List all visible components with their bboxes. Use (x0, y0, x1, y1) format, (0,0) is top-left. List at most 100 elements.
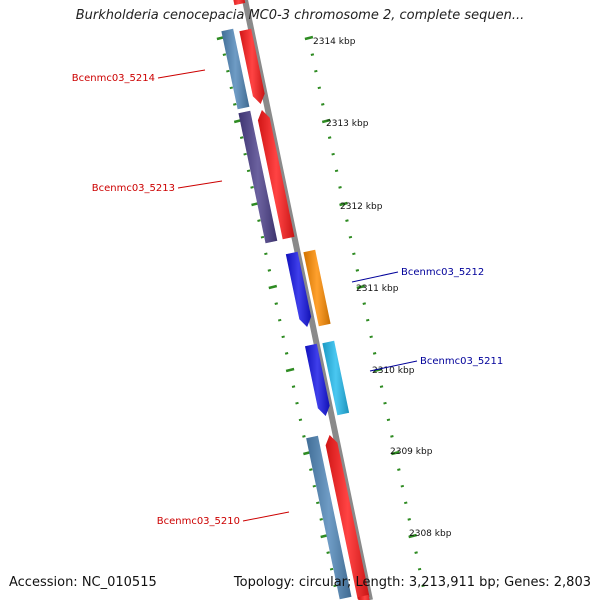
tick-mark-left (295, 401, 299, 405)
tick-mark-right (391, 450, 400, 456)
gene-5212-orange-shading (303, 249, 331, 327)
tick-mark-left (246, 169, 251, 173)
tick-mark-left (319, 518, 323, 521)
tick-mark-right (365, 318, 370, 322)
tick-mark-left (260, 235, 265, 239)
tick-mark-left (284, 352, 289, 355)
tick-mark-right (404, 501, 408, 505)
tick-mark-right (386, 418, 391, 422)
tick-mark-right (304, 35, 314, 41)
tick-mark-left (233, 103, 237, 106)
gene-label-leader (242, 511, 290, 522)
tick-mark-left (239, 136, 244, 139)
ruler-label: 2311 kbp (356, 284, 399, 294)
tick-mark-left (285, 367, 295, 373)
ruler-label: 2313 kbp (326, 119, 369, 129)
tick-mark-right (310, 53, 315, 56)
gene-label[interactable]: Bcenmc03_5214 (72, 73, 155, 84)
ruler-label: 2314 kbp (313, 37, 356, 47)
tick-mark-right (408, 533, 417, 539)
tick-mark-left (274, 302, 278, 305)
tick-mark-left (243, 152, 247, 156)
tick-marks (216, 35, 425, 588)
gene-label[interactable]: Bcenmc03_5210 (157, 516, 240, 527)
tick-mark-left (309, 468, 313, 471)
tick-mark-right (372, 352, 377, 355)
tick-mark-left (222, 53, 227, 56)
tick-mark-left (229, 86, 234, 90)
tick-mark-left (277, 318, 282, 322)
gene-5214-red-shading (239, 28, 265, 104)
tick-mark-right (414, 551, 418, 554)
gene-5213-purple-shading (238, 110, 278, 244)
tick-mark-left (326, 551, 330, 554)
ruler-label: 2312 kbp (340, 202, 383, 212)
ruler-label: 2309 kbp (390, 447, 433, 457)
tick-mark-left (268, 284, 278, 290)
tick-mark-right (407, 518, 411, 521)
tick-mark-right (338, 186, 342, 189)
tick-mark-right (321, 103, 325, 106)
tick-mark-right (321, 118, 331, 124)
tick-mark-right (400, 484, 405, 488)
tick-mark-right (417, 567, 422, 571)
gene-5211-blue-shading (305, 343, 330, 416)
gene-5210-red-shading (325, 435, 370, 600)
tick-mark-left (312, 484, 317, 488)
tick-mark-right (352, 252, 356, 256)
gene-5214-blue-shading (221, 28, 250, 110)
tick-mark-right (397, 468, 401, 471)
tick-mark-right (373, 367, 383, 373)
topology-text: Topology: circular; Length: 3,213,911 bp… (233, 575, 591, 590)
tick-mark-right (383, 401, 387, 405)
tick-mark-left (333, 584, 337, 588)
tick-mark-right (355, 269, 360, 272)
gene-5212-blue-shading (285, 251, 312, 327)
tick-mark-left (302, 435, 306, 438)
tick-mark-left (257, 219, 261, 222)
tick-mark-left (291, 385, 296, 388)
gene-label[interactable]: Bcenmc03_5213 (92, 183, 175, 194)
gene-features (221, 0, 370, 600)
tick-mark-left (226, 69, 230, 73)
tick-mark-right (317, 86, 322, 90)
tick-mark-right (314, 69, 318, 73)
cds-bottom-red-shading (357, 594, 370, 600)
gene-5211-cyan-shading (322, 340, 350, 416)
tick-mark-right (331, 152, 335, 156)
tick-mark-right (369, 335, 373, 339)
cds-top-red-shading (233, 0, 246, 6)
gene-label-leader (177, 180, 223, 189)
tick-mark-right (362, 302, 366, 305)
tick-mark-right (421, 584, 425, 588)
gene-labels: Bcenmc03_5214 Bcenmc03_5213 Bcenmc03_5212 B… (72, 69, 503, 527)
gene-label-leader (369, 360, 418, 372)
gene-label[interactable]: Bcenmc03_5211 (420, 356, 503, 367)
accession-text: Accession: NC_010515 (9, 575, 157, 590)
tick-mark-right (390, 435, 394, 438)
tick-mark-left (250, 186, 254, 189)
map-title: Burkholderia cenocepacia MC0-3 chromosom… (75, 8, 525, 23)
gene-5213-red-shading (257, 110, 295, 240)
tick-mark-left (316, 501, 320, 505)
ruler-labels: 2314 kbp 2313 kbp 2312 kbp 2311 kbp 2310 kbp… (313, 37, 452, 539)
tick-mark-right (379, 385, 384, 388)
tick-mark-left (267, 269, 272, 272)
tick-mark-right (339, 201, 348, 207)
gene-5210-blue-shading (306, 435, 352, 600)
tick-mark-left (264, 252, 268, 256)
tick-mark-right (356, 284, 366, 290)
tick-mark-right (345, 219, 349, 222)
gene-label-leader (351, 271, 399, 283)
gene-label[interactable]: Bcenmc03_5212 (401, 267, 484, 278)
ruler-label: 2308 kbp (409, 529, 452, 539)
tick-mark-right (327, 136, 332, 139)
tick-mark-left (281, 335, 285, 339)
tick-mark-right (348, 235, 353, 239)
tick-mark-right (334, 169, 339, 173)
gene-label-leader (157, 69, 206, 79)
tick-mark-left (329, 567, 334, 571)
tick-mark-left (298, 418, 303, 422)
ruler-label: 2310 kbp (372, 366, 415, 376)
